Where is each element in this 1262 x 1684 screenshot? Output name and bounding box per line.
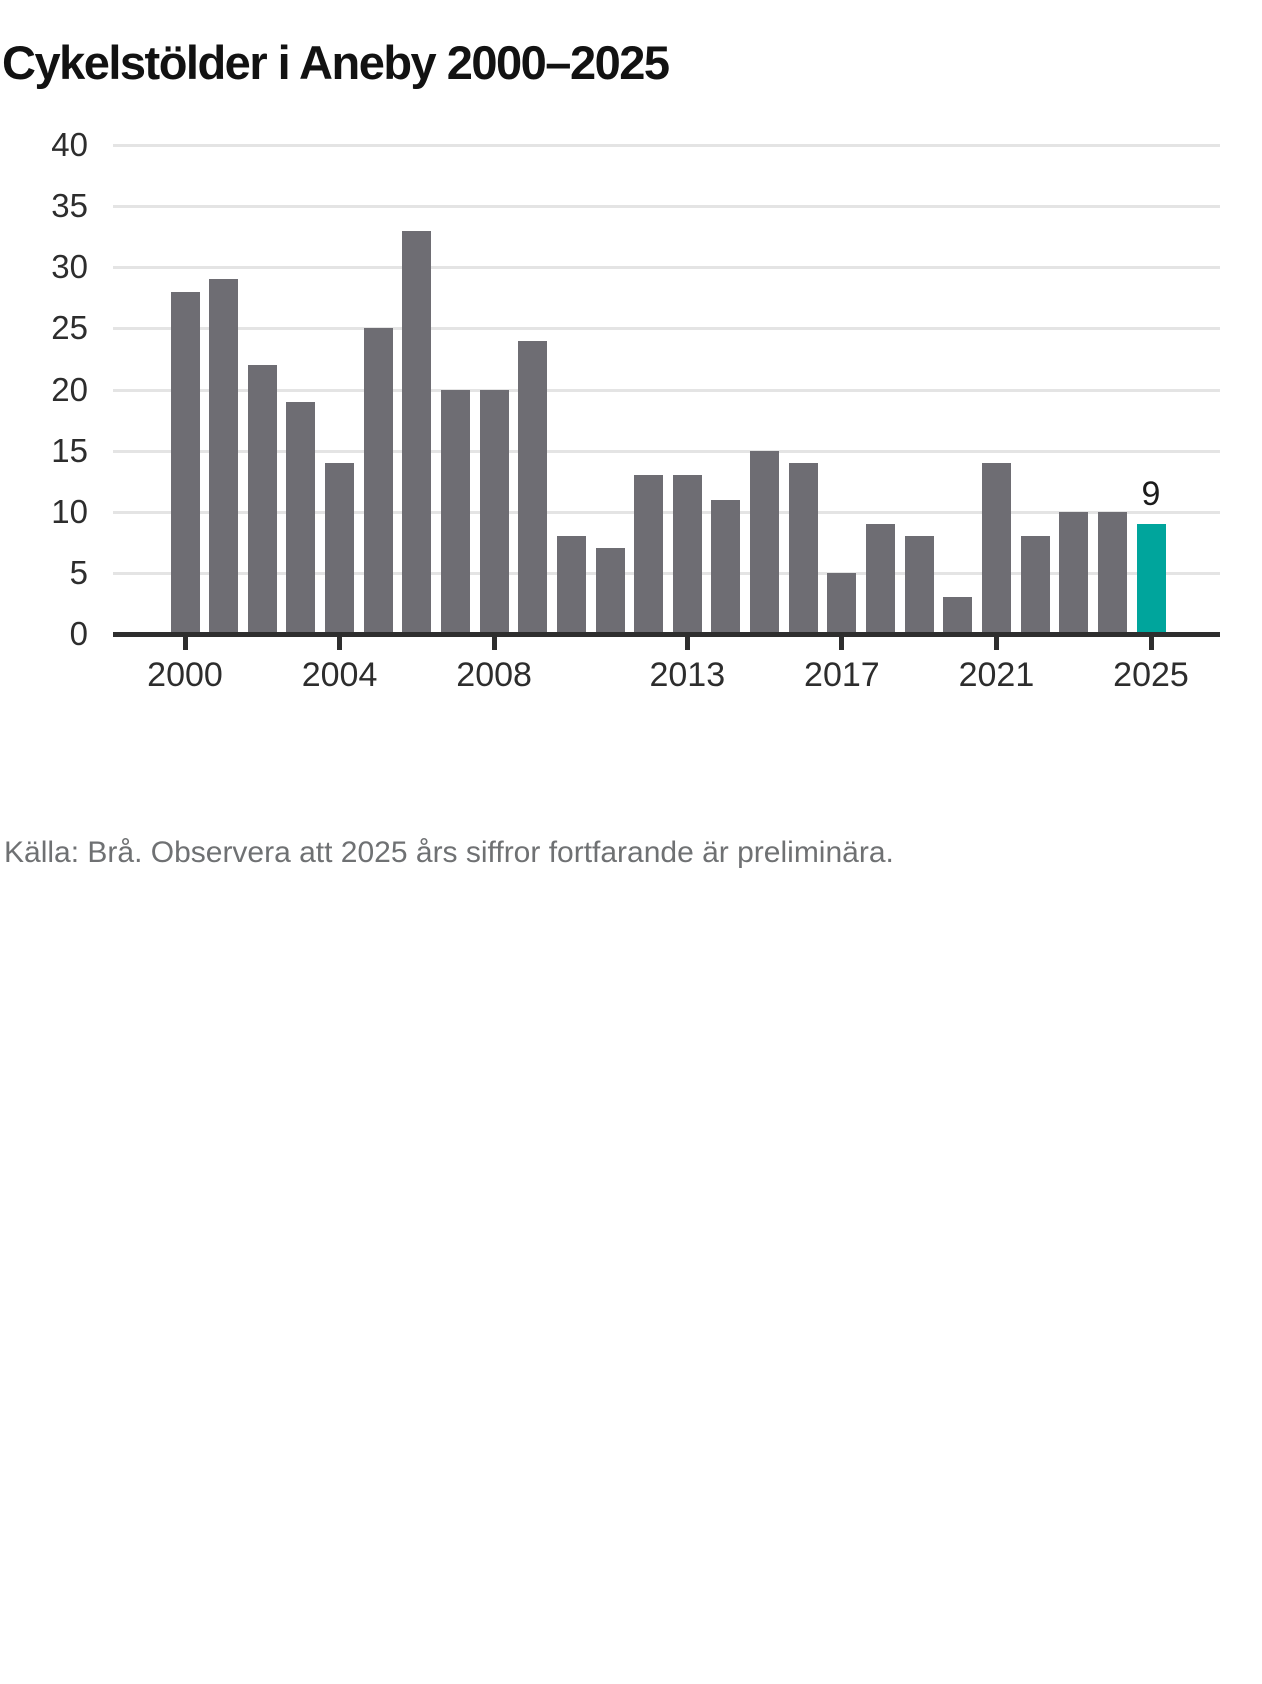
bar-2004: [325, 462, 355, 634]
gridline-15: [113, 449, 1220, 453]
gridline-25: [113, 327, 1220, 331]
x-axis-line: [113, 632, 1220, 637]
bar-2008: [479, 389, 509, 634]
bar-2009: [518, 340, 548, 634]
x-axis-tick-2017: [839, 637, 845, 650]
x-axis-label-2021: 2021: [958, 656, 1035, 694]
y-axis-label-15: 15: [51, 431, 88, 469]
y-axis-label-0: 0: [69, 615, 88, 652]
y-axis-label-10: 10: [51, 492, 88, 530]
bar-2005: [363, 328, 393, 634]
gridline-30: [113, 266, 1220, 270]
gridline-40: [113, 144, 1220, 147]
y-axis-label-25: 25: [51, 309, 88, 347]
x-axis-label-2025: 2025: [1113, 656, 1189, 694]
bar-2010: [556, 536, 586, 634]
x-axis-tick-2013: [684, 637, 690, 650]
bar-2023: [1059, 511, 1089, 634]
bar-2016: [788, 462, 818, 634]
x-axis-tick-2004: [337, 637, 343, 650]
plot-area: 9: [113, 144, 1220, 634]
bar-2002: [247, 365, 277, 634]
x-axis-label-2017: 2017: [804, 656, 880, 694]
bar-2012: [634, 475, 664, 634]
bar-2018: [866, 523, 896, 634]
y-axis-label-30: 30: [51, 248, 88, 286]
gridline-35: [113, 205, 1220, 209]
x-axis-tick-2008: [491, 637, 497, 650]
bar-2020: [943, 597, 973, 634]
bar-2011: [595, 548, 625, 634]
y-axis-label-40: 40: [51, 126, 88, 163]
gridline-10: [113, 510, 1220, 514]
bar-2007: [440, 389, 470, 634]
bar-2017: [827, 572, 857, 634]
bar-2014: [711, 499, 741, 634]
y-axis-label-5: 5: [69, 553, 88, 591]
x-axis-tick-2000: [182, 637, 188, 650]
gridline-20: [113, 388, 1220, 392]
bar-2025: [1136, 523, 1166, 634]
x-axis-label-2008: 2008: [456, 656, 532, 694]
bar-2024: [1097, 511, 1127, 634]
bar-chart: Cykelstölder i Aneby 2000–2025 9 0 5 10 15 2…: [0, 0, 1262, 760]
x-axis-tick-2025: [1148, 637, 1154, 650]
chart-title: Cykelstölder i Aneby 2000–2025: [2, 36, 670, 90]
bar-2003: [286, 401, 316, 634]
x-axis-tick-2021: [993, 637, 999, 650]
x-axis-label-2013: 2013: [649, 656, 726, 694]
y-axis-label-35: 35: [51, 187, 88, 225]
bar-2001: [209, 279, 239, 634]
bar-2000: [170, 291, 200, 634]
x-axis-label-2004: 2004: [301, 656, 378, 694]
gridline-5: [113, 571, 1220, 575]
bar-2013: [672, 475, 702, 634]
bar-2015: [750, 450, 780, 634]
bar-2006: [402, 230, 432, 634]
source-note: Källa: Brå. Observera att 2025 års siffr…: [4, 836, 894, 869]
bar-2019: [904, 536, 934, 634]
x-axis-label-2000: 2000: [147, 656, 223, 694]
bar-2021: [981, 462, 1011, 634]
bar-2022: [1020, 536, 1050, 634]
bar-value-label-2025: 9: [1141, 474, 1161, 513]
y-axis-label-20: 20: [51, 370, 88, 408]
